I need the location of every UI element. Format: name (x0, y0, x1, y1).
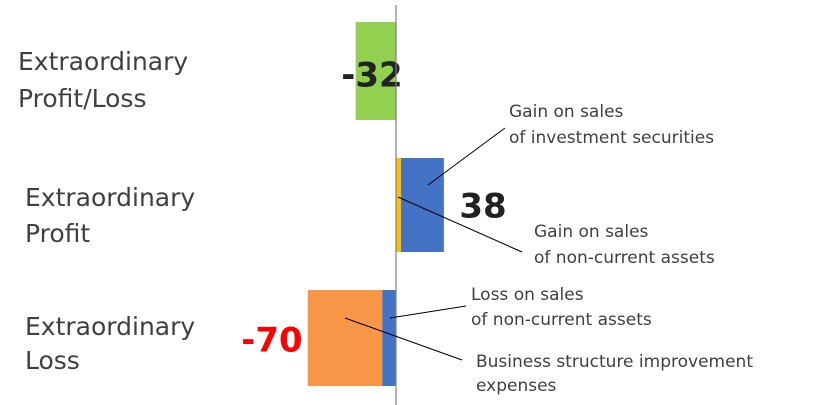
annotation: Business structure improvement (476, 352, 753, 372)
annotation: of investment securities (509, 128, 714, 148)
bar-segment (401, 158, 444, 252)
total-label: -32 (341, 56, 402, 96)
annotation: of non-current assets (534, 248, 715, 268)
leader-line (427, 127, 506, 186)
category-label: Profit/Loss (18, 84, 146, 113)
category-label: Extraordinary (25, 312, 195, 341)
bar-segment (382, 290, 396, 386)
bar-segment (355, 22, 396, 120)
category-label: Profit (25, 219, 90, 248)
leader-line (397, 196, 523, 253)
category-label: Extraordinary (18, 47, 188, 76)
annotation: expenses (476, 376, 557, 396)
leader-line (344, 317, 463, 361)
bar-segment (396, 158, 402, 252)
annotation: Gain on sales (534, 222, 649, 242)
annotation: Gain on sales (509, 102, 624, 122)
bar-segment (307, 290, 383, 386)
annotation: Loss on sales (471, 285, 584, 305)
category-label: Loss (25, 346, 80, 375)
category-label: Extraordinary (25, 183, 195, 212)
total-label: -70 (241, 321, 302, 361)
total-label: 38 (459, 187, 506, 227)
leader-line (389, 305, 467, 319)
annotation: of non-current assets (471, 310, 652, 330)
